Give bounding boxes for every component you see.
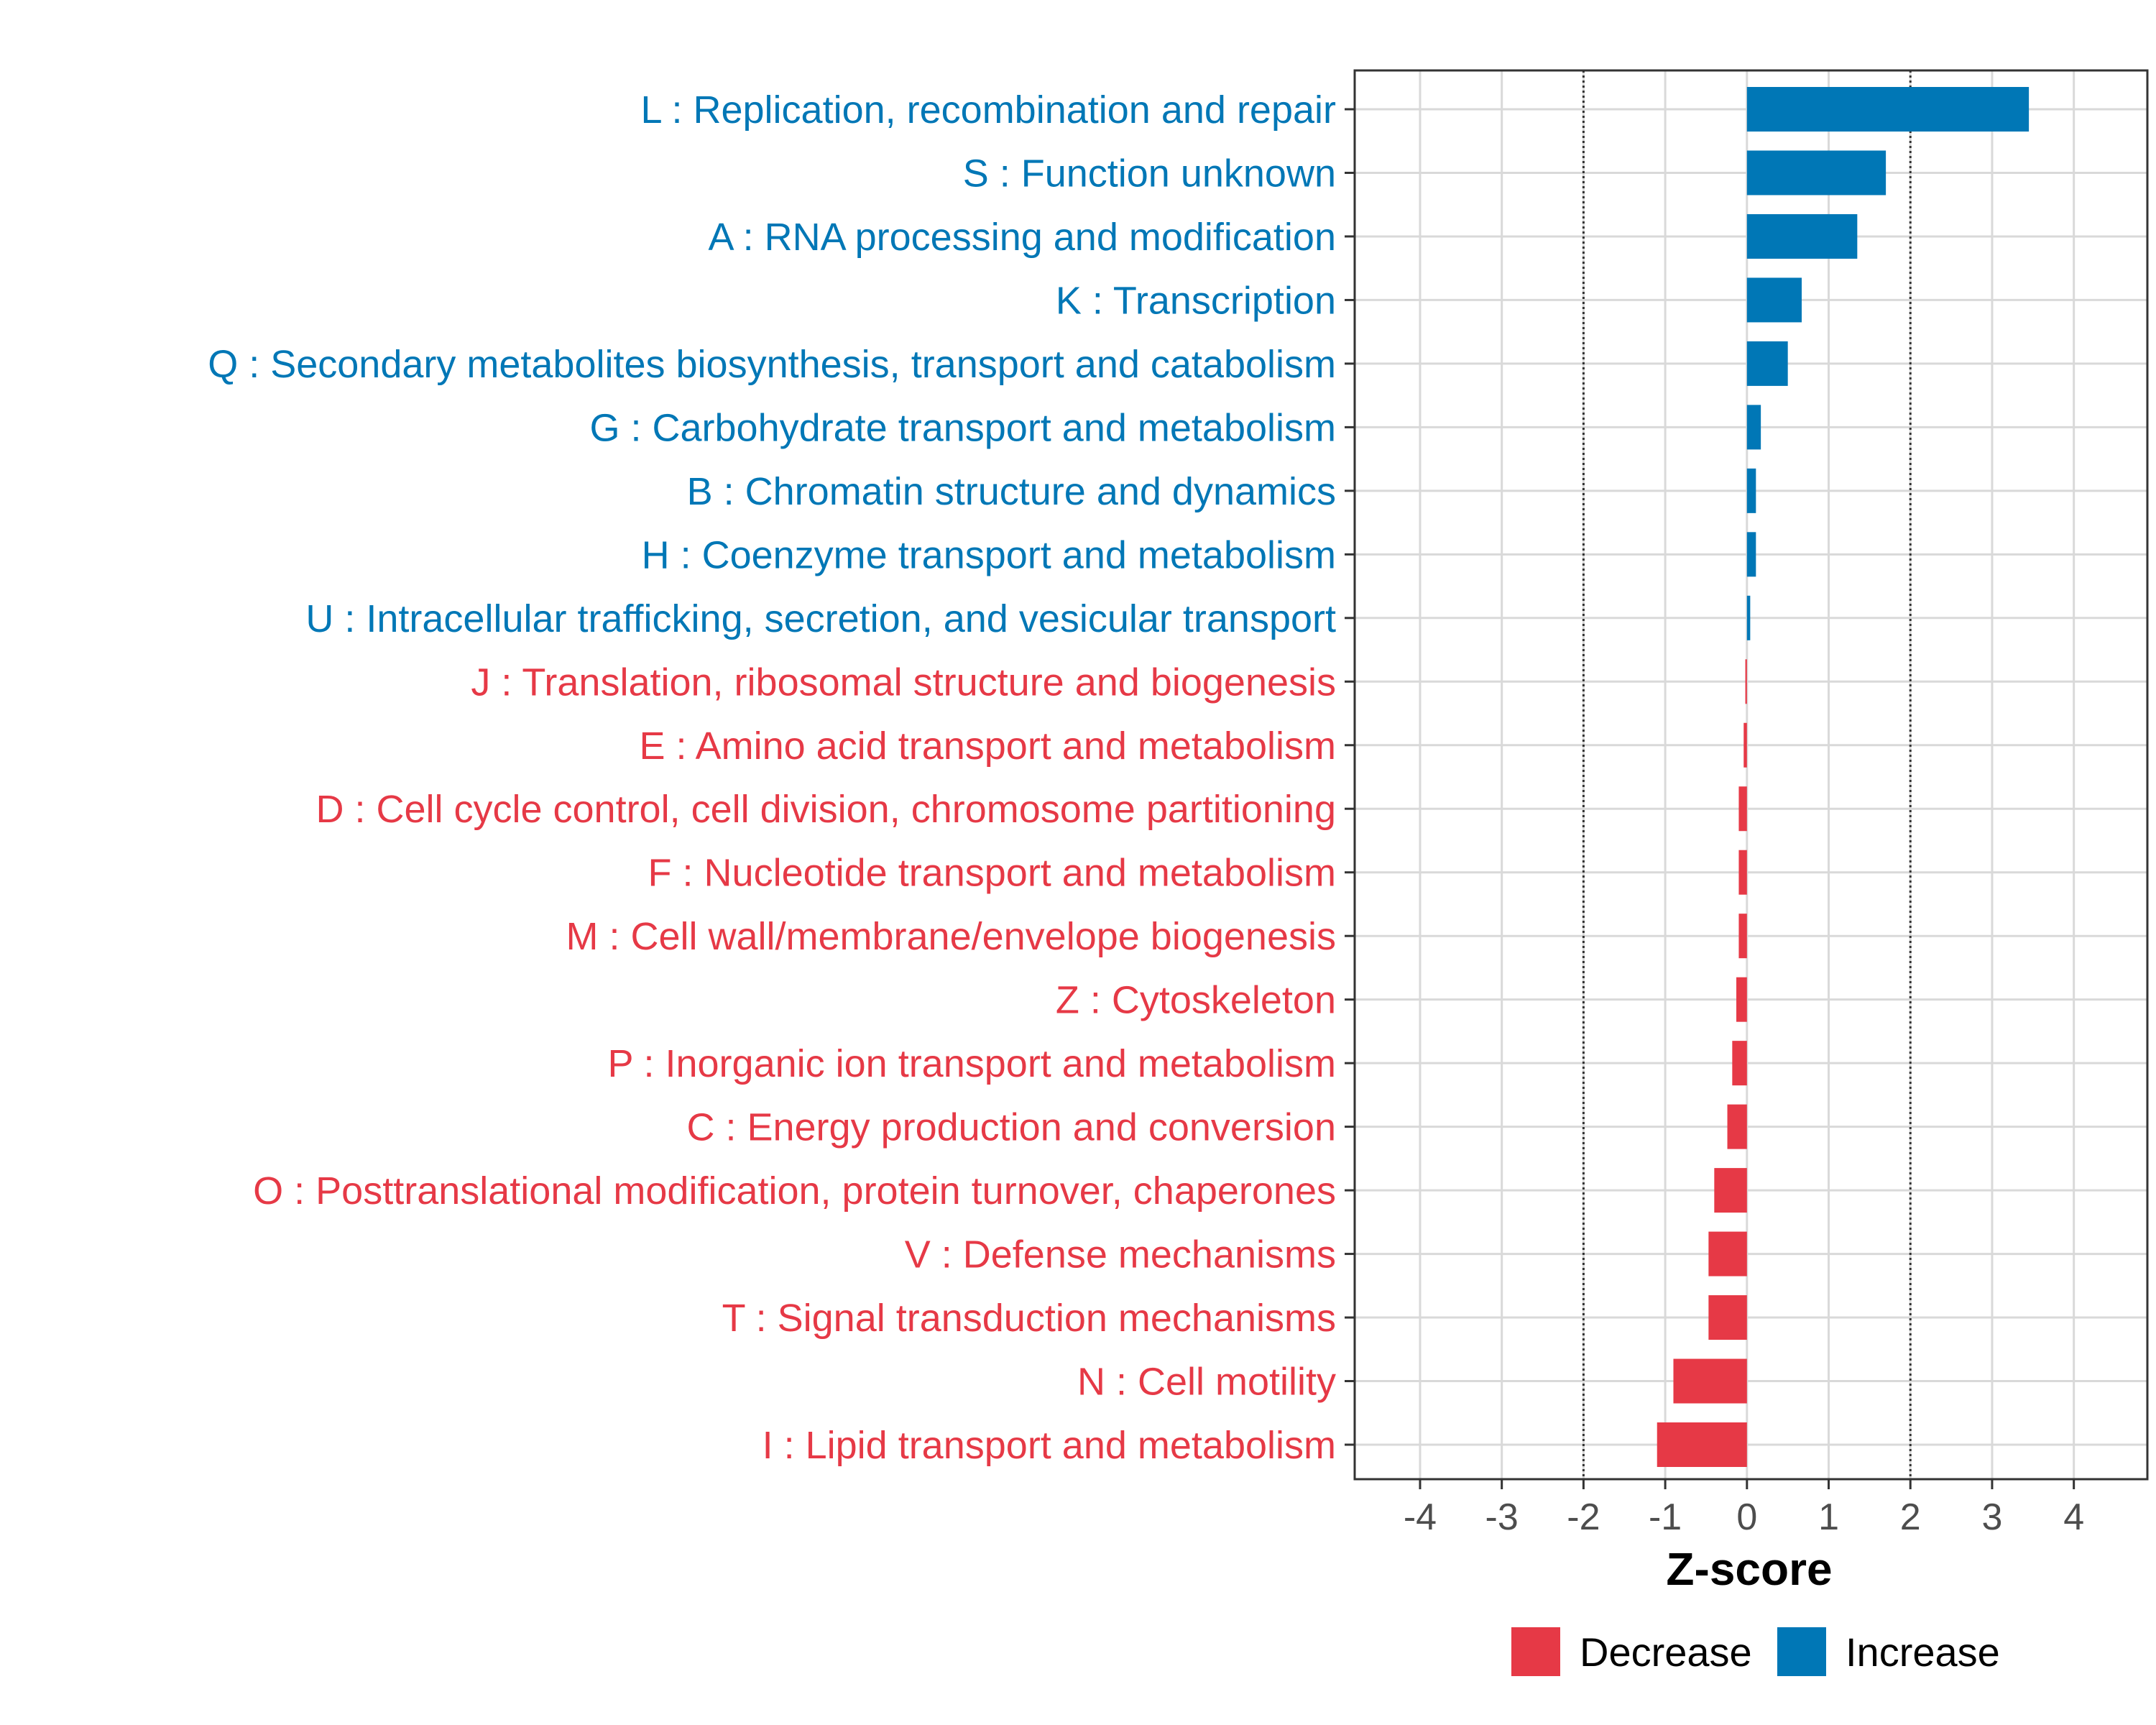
legend-swatch-decrease: [1511, 1627, 1560, 1676]
bar-16: [1727, 1104, 1747, 1149]
bar-18: [1708, 1231, 1747, 1276]
bar-17: [1714, 1168, 1747, 1213]
reference-lines: [1582, 70, 1912, 1479]
bar-15: [1732, 1041, 1747, 1086]
y-axis-ticks: [1345, 108, 1355, 1446]
x-tick-label-7: 3: [1981, 1496, 2002, 1538]
bar-14: [1736, 977, 1747, 1022]
bar-5: [1746, 405, 1761, 450]
x-axis-title: Z-score: [1666, 1543, 1832, 1595]
y-label-1: S : Function unknown: [963, 152, 1336, 195]
y-label-5: G : Carbohydrate transport and metabolis…: [590, 406, 1337, 449]
y-label-12: F : Nucleotide transport and metabolism: [648, 852, 1336, 895]
legend-label-decrease: Decrease: [1580, 1629, 1752, 1675]
y-label-11: D : Cell cycle control, cell division, c…: [315, 788, 1336, 831]
x-tick-label-8: 4: [2063, 1496, 2084, 1538]
bar-11: [1738, 786, 1747, 832]
x-tick-label-3: -1: [1649, 1496, 1682, 1538]
bar-19: [1708, 1295, 1747, 1340]
y-label-21: I : Lipid transport and metabolism: [763, 1424, 1336, 1467]
legend-label-increase: Increase: [1846, 1629, 2000, 1675]
y-label-4: Q : Secondary metabolites biosynthesis, …: [208, 343, 1336, 386]
bar-21: [1657, 1422, 1747, 1467]
bar-4: [1746, 341, 1788, 386]
bar-12: [1738, 850, 1747, 895]
bar-13: [1738, 914, 1747, 959]
x-tick-label-0: -4: [1404, 1496, 1437, 1538]
y-label-13: M : Cell wall/membrane/envelope biogenes…: [566, 915, 1336, 958]
y-label-9: J : Translation, ribosomal structure and…: [471, 661, 1336, 704]
x-axis-ticks: -4 -3 -2 -1 0 1 2 3 4: [1404, 1479, 2084, 1538]
y-label-3: K : Transcription: [1056, 279, 1336, 322]
y-label-2: A : RNA processing and modification: [709, 216, 1336, 259]
y-label-16: C : Energy production and conversion: [686, 1106, 1336, 1149]
legend: Decrease Increase: [1511, 1627, 2000, 1676]
bars: [1657, 87, 2030, 1467]
x-tick-label-5: 1: [1818, 1496, 1839, 1538]
bar-1: [1746, 150, 1886, 196]
bar-6: [1746, 468, 1756, 513]
y-axis-labels: L : Replication, recombination and repai…: [208, 88, 1336, 1467]
x-tick-label-2: -2: [1567, 1496, 1600, 1538]
bar-9: [1745, 659, 1747, 704]
bar-2: [1746, 213, 1858, 259]
y-label-7: H : Coenzyme transport and metabolism: [642, 533, 1336, 576]
y-label-19: T : Signal transduction mechanisms: [722, 1297, 1336, 1340]
bar-7: [1746, 532, 1756, 577]
x-tick-label-1: -3: [1485, 1496, 1519, 1538]
y-label-20: N : Cell motility: [1077, 1361, 1336, 1404]
y-label-6: B : Chromatin structure and dynamics: [687, 470, 1336, 513]
x-tick-label-4: 0: [1736, 1496, 1757, 1538]
y-label-14: Z : Cytoskeleton: [1056, 979, 1336, 1022]
bar-3: [1746, 277, 1802, 323]
bar-20: [1673, 1358, 1747, 1404]
x-tick-label-6: 2: [1900, 1496, 1921, 1538]
y-label-8: U : Intracellular trafficking, secretion…: [305, 597, 1336, 640]
y-label-10: E : Amino acid transport and metabolism: [640, 724, 1336, 768]
legend-swatch-increase: [1777, 1627, 1826, 1676]
y-label-15: P : Inorganic ion transport and metaboli…: [607, 1042, 1336, 1085]
y-label-17: O : Posttranslational modification, prot…: [253, 1169, 1336, 1213]
y-label-0: L : Replication, recombination and repai…: [640, 88, 1336, 132]
bar-10: [1743, 722, 1747, 768]
y-label-18: V : Defense mechanisms: [905, 1233, 1336, 1276]
panel-border: [1353, 69, 2149, 1481]
bar-8: [1746, 595, 1751, 640]
bar-0: [1746, 87, 2030, 132]
